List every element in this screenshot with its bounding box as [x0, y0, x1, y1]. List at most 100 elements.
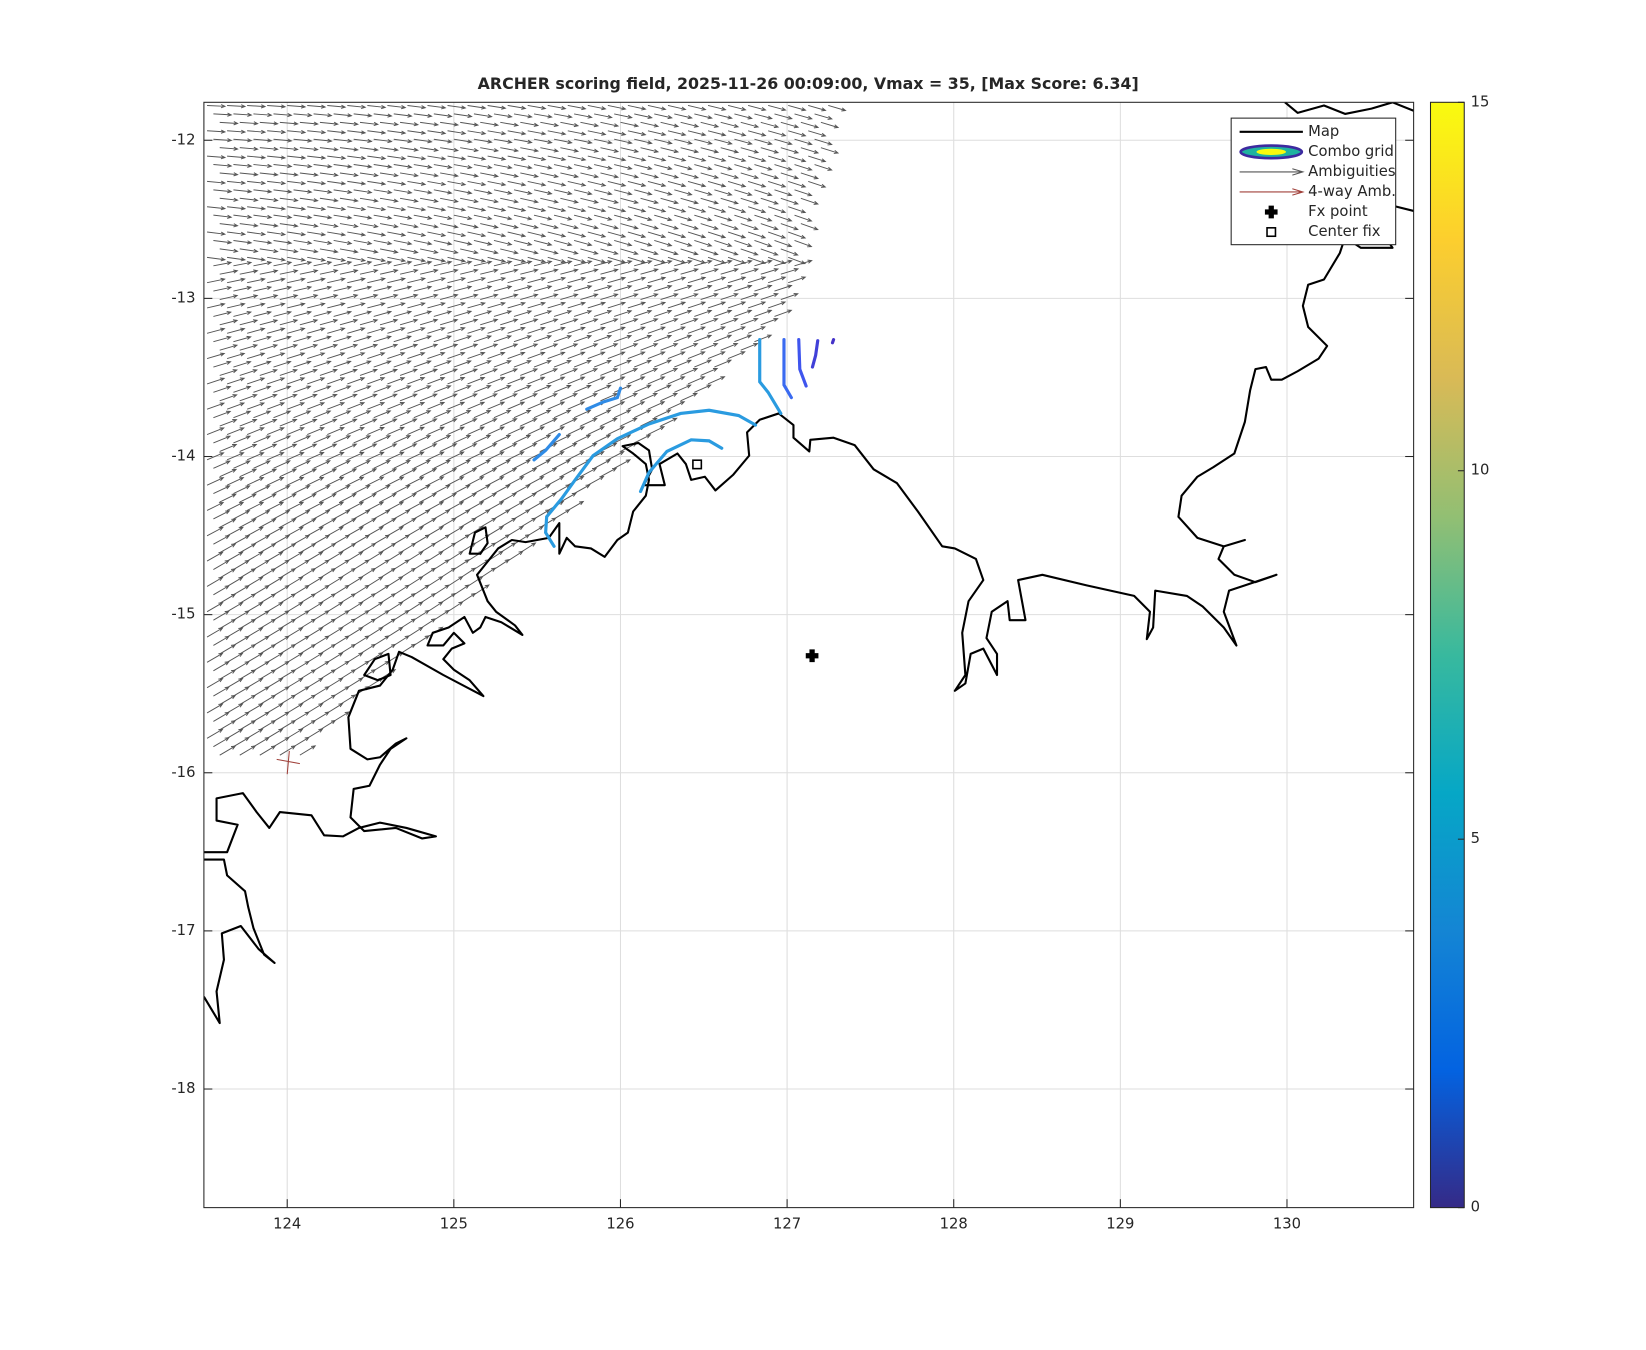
ambiguity-arrow	[814, 164, 833, 171]
ambiguity-arrow	[627, 105, 647, 111]
ambiguity-arrow	[313, 385, 332, 393]
ambiguity-arrow	[794, 164, 813, 171]
ambiguity-arrow	[279, 121, 299, 126]
ambiguity-arrow	[613, 409, 632, 419]
ambiguity-arrow	[433, 559, 450, 570]
ambiguity-arrow	[299, 172, 319, 177]
ambiguity-arrow	[319, 121, 339, 126]
ambiguity-arrow	[727, 231, 747, 239]
ambiguity-arrow	[513, 360, 532, 368]
ambiguity-arrow	[419, 443, 438, 452]
ambiguity-arrow	[707, 155, 727, 162]
ambiguity-arrow	[467, 401, 486, 410]
ambiguity-arrow	[247, 206, 267, 211]
ambiguity-arrow	[273, 189, 293, 194]
ambiguity-arrow	[560, 343, 579, 351]
ambiguity-arrow	[660, 343, 679, 351]
y-tick-label: -12	[171, 131, 195, 148]
ambiguity-arrow	[754, 284, 773, 292]
ambiguity-arrow	[540, 492, 558, 503]
ambiguity-arrow	[399, 172, 419, 178]
ambiguity-arrow	[480, 343, 499, 351]
ambiguity-arrow	[507, 401, 526, 410]
ambiguity-arrow	[720, 318, 739, 326]
ambiguity-arrow	[319, 593, 337, 604]
ambiguity-arrow	[239, 294, 259, 300]
ambiguity-arrow	[627, 206, 647, 213]
ambiguity-arrow	[687, 155, 707, 162]
ambiguity-arrow	[594, 138, 613, 145]
ambiguity-arrow	[219, 319, 239, 326]
ambiguity-arrow	[279, 543, 297, 554]
ambiguity-arrow	[567, 256, 587, 264]
ambiguity-arrow	[447, 451, 465, 461]
ambiguity-arrow	[614, 113, 633, 119]
ambiguity-arrow	[694, 164, 713, 171]
ambiguity-arrow	[553, 214, 573, 221]
ambiguity-arrow	[393, 285, 413, 292]
ambiguity-arrow	[287, 256, 307, 262]
ambiguity-arrow	[307, 476, 325, 486]
ambiguity-arrow	[239, 694, 257, 705]
ambiguity-arrow	[287, 327, 306, 334]
ambiguity-arrow	[780, 292, 799, 300]
ambiguity-arrow	[480, 147, 500, 153]
ambiguity-arrow	[213, 711, 230, 722]
ambiguity-arrow	[219, 394, 238, 402]
colorbar-tick-label: 15	[1471, 93, 1490, 110]
ambiguity-arrow	[660, 293, 679, 300]
y-tick-label: -13	[171, 289, 195, 306]
ambiguity-arrow	[627, 130, 647, 136]
ambiguity-arrow	[540, 293, 559, 300]
ambiguity-arrow	[768, 231, 787, 239]
ambiguity-arrow	[520, 293, 539, 300]
ambiguity-arrow	[580, 418, 598, 427]
ambiguity-arrow	[627, 180, 647, 187]
ambiguity-arrow	[707, 105, 727, 111]
ambiguity-arrow	[393, 164, 413, 169]
ambiguity-arrow	[734, 214, 753, 222]
ambiguity-arrow	[266, 601, 284, 613]
ambiguity-arrow	[246, 452, 265, 461]
ambiguity-arrow	[387, 231, 407, 237]
ambiguity-arrow	[460, 223, 479, 229]
ambiguity-arrow	[367, 501, 385, 511]
ambiguity-arrow	[487, 206, 507, 212]
ambiguity-arrow	[239, 618, 257, 630]
ambiguity-arrow	[339, 269, 359, 275]
ambiguity-arrow	[206, 526, 224, 537]
ambiguity-arrow	[567, 276, 587, 284]
ambiguity-arrow	[754, 240, 773, 248]
ambiguity-arrow	[680, 121, 700, 128]
ambiguity-arrow	[580, 293, 599, 300]
ambiguity-arrow	[319, 518, 337, 528]
ambiguity-arrow	[447, 104, 467, 110]
ambiguity-arrow	[493, 285, 513, 292]
ambiguity-arrow	[407, 256, 427, 263]
ambiguity-arrow	[367, 551, 384, 562]
ambiguity-arrow	[213, 163, 233, 168]
ambiguity-arrow	[273, 239, 293, 245]
ambiguity-arrow	[507, 351, 526, 360]
ambiguity-arrow	[794, 240, 813, 248]
ambiguity-arrow	[567, 130, 587, 136]
ambiguity-arrow	[393, 240, 413, 246]
ambiguity-arrow	[647, 301, 667, 309]
ambiguity-arrow	[594, 260, 613, 267]
ambiguity-arrow	[460, 147, 480, 153]
ambiguity-arrow	[273, 335, 292, 343]
ambiguity-arrow	[593, 285, 613, 292]
ambiguity-arrow	[580, 147, 600, 153]
ambiguity-arrow	[547, 276, 567, 284]
ambiguity-arrow	[573, 214, 593, 221]
ambiguity-arrow	[207, 206, 227, 211]
ambiguity-arrow	[373, 584, 390, 596]
ambiguity-arrow	[307, 627, 324, 638]
ambiguity-arrow	[213, 635, 230, 646]
ambiguity-arrow	[560, 268, 579, 275]
ambiguity-arrow	[500, 343, 519, 351]
ambiguity-arrow	[293, 711, 310, 722]
ambiguity-arrow	[754, 309, 773, 317]
ambiguity-arrow	[814, 138, 833, 146]
ambiguity-arrow	[353, 484, 371, 495]
